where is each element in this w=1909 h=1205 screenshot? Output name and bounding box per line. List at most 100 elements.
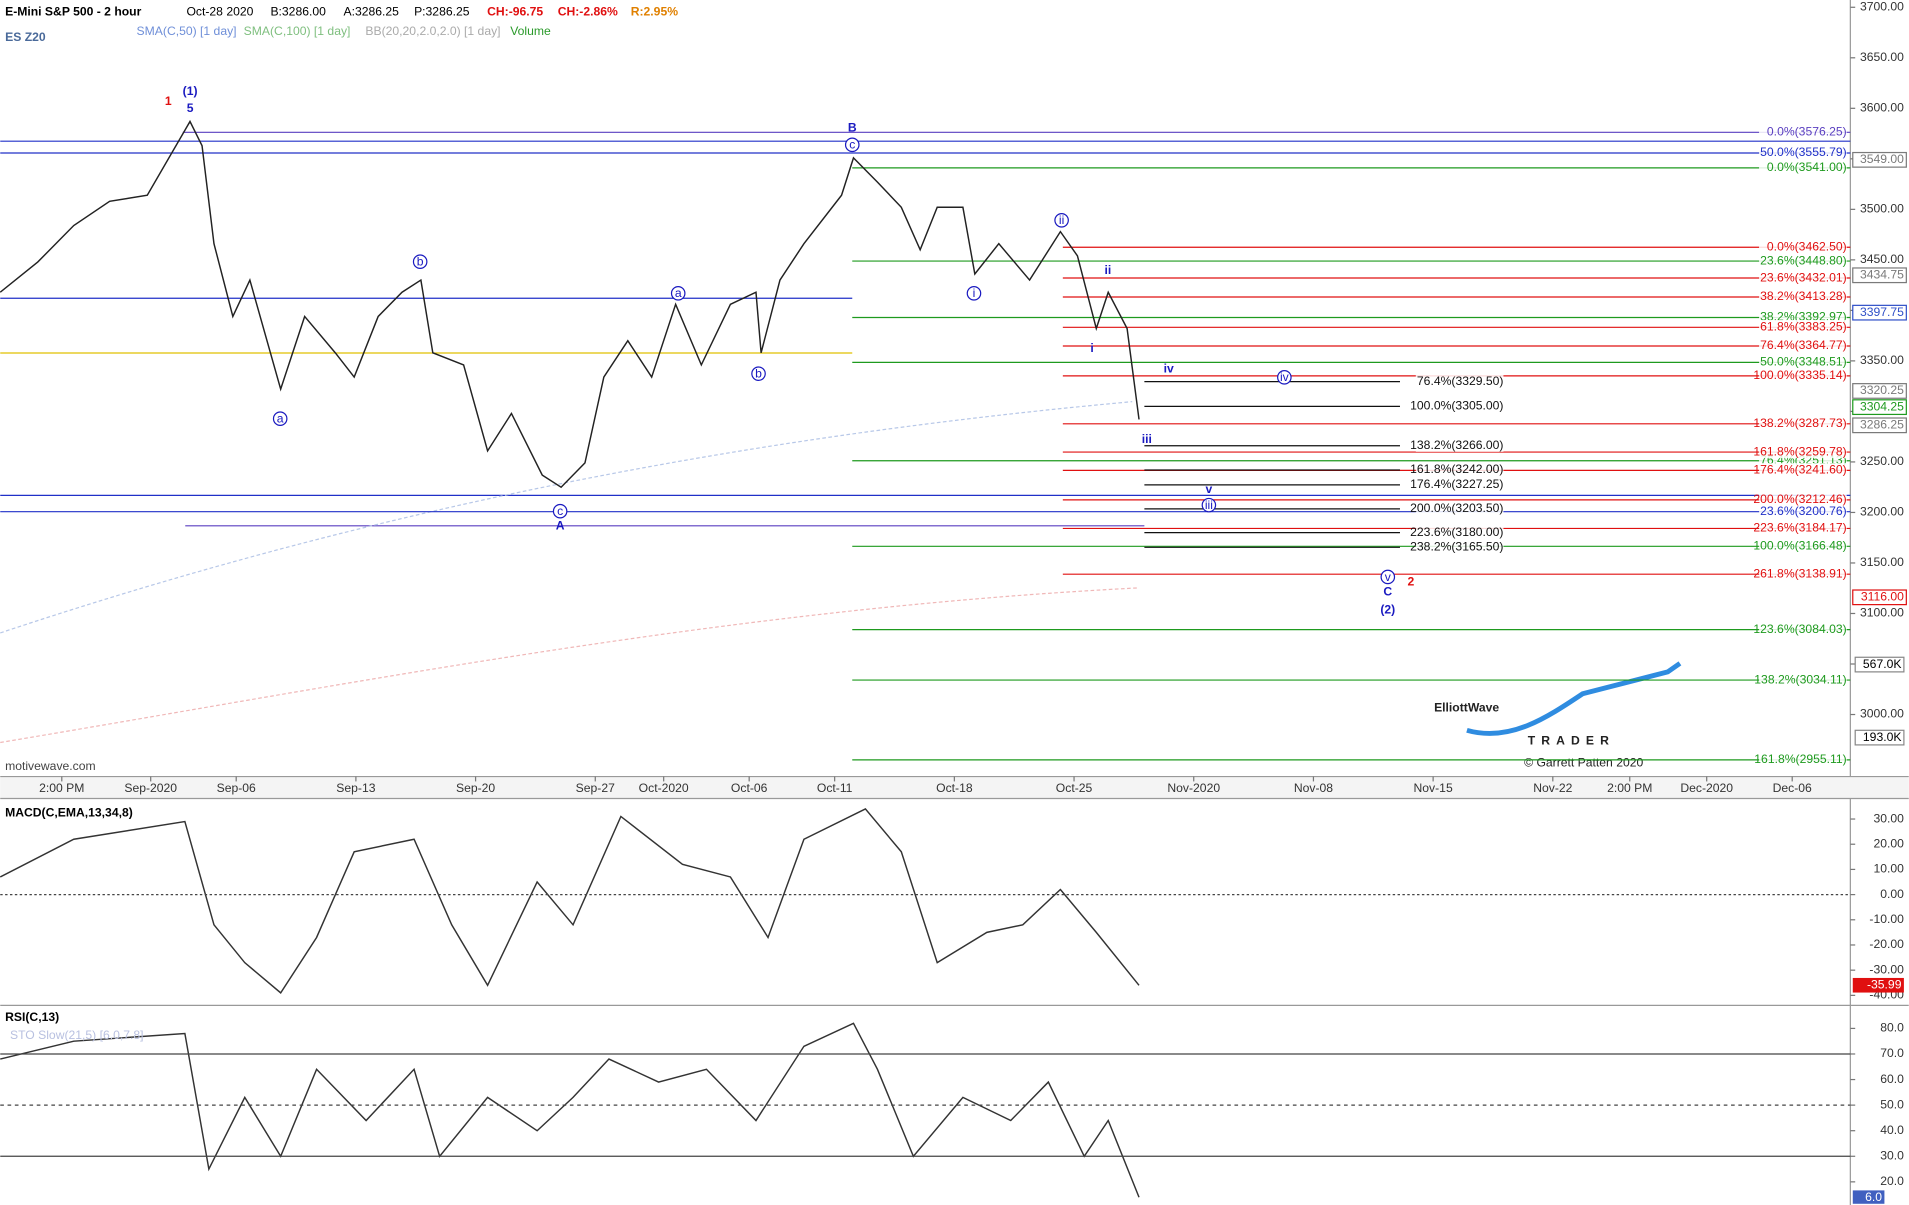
- value-tag-label: -35.99: [1867, 977, 1902, 991]
- y-tick-label: 30.00: [1873, 811, 1904, 825]
- wave-label: c: [557, 504, 563, 518]
- x-tick-label: Sep-20: [456, 781, 495, 795]
- fib-label: 0.0%(3576.25): [1767, 125, 1847, 139]
- volume-tag-label: 193.0K: [1863, 730, 1902, 744]
- header-change: CH:-96.75: [487, 4, 543, 18]
- wave-circle: [272, 411, 288, 427]
- wave-label: iii: [1205, 498, 1213, 512]
- logo-text: TRADER: [1528, 733, 1615, 747]
- fib-label: 176.4%(3227.25): [1410, 477, 1503, 491]
- wave-label: B: [848, 121, 857, 135]
- wave-label: i: [1090, 341, 1093, 355]
- wave-label: iv: [1164, 362, 1174, 376]
- y-tick-label: -20.00: [1869, 937, 1904, 951]
- x-tick-label: Sep-13: [336, 781, 375, 795]
- fib-label: 238.2%(3165.50): [1410, 540, 1503, 554]
- fib-label-bg: [1759, 492, 1847, 506]
- header-ask: A:3286.25: [343, 4, 399, 18]
- fib-label: 100.0%(3166.48): [1753, 539, 1846, 553]
- fib-label-bg: [1759, 521, 1847, 535]
- fib-label: 76.4%(3329.50): [1417, 374, 1504, 388]
- x-tick-label: Oct-2020: [639, 781, 689, 795]
- wave-label: i: [973, 286, 976, 300]
- series-line: [0, 1022, 1140, 1198]
- wave-label: ii: [1104, 263, 1111, 277]
- panel-subtitle: STO Slow(21,5) [6.0,7.8]: [10, 1028, 144, 1042]
- fib-label: 200.0%(3203.50): [1410, 501, 1503, 515]
- fib-label: 261.8%(3138.91): [1753, 566, 1846, 580]
- wave-label: iii: [1142, 432, 1152, 446]
- logo-text: ElliottWave: [1434, 701, 1499, 715]
- fib-label-bg: [1759, 125, 1847, 139]
- fib-label-bg: [1415, 540, 1504, 554]
- wave-label: v: [1206, 482, 1213, 496]
- fib-label-bg: [1415, 462, 1504, 477]
- logo: ElliottWave TRADER © Garrett Patten 2020: [1434, 661, 1682, 769]
- fib-label-bg: [1759, 320, 1847, 334]
- fib-label-bg: [1759, 239, 1847, 254]
- x-tick-label: Nov-08: [1294, 781, 1333, 795]
- fib-label: 0.0%(3462.50): [1767, 239, 1847, 253]
- volume-tag: [1854, 656, 1905, 673]
- fib-label: 100.0%(3305.00): [1410, 399, 1503, 413]
- wave-label: (2): [1380, 603, 1395, 617]
- price-tag: [1852, 417, 1907, 434]
- logo-swoosh: [1466, 661, 1682, 736]
- wave-circle: [552, 503, 568, 519]
- wave-label: a: [277, 412, 284, 426]
- fib-label: 223.6%(3184.17): [1753, 521, 1846, 535]
- y-tick-label: 3000.00: [1860, 707, 1904, 721]
- fib-label: 200.0%(3212.46): [1753, 492, 1846, 506]
- y-tick-label: 50.0: [1880, 1097, 1904, 1111]
- fib-label: 161.8%(2955.11): [1754, 752, 1846, 766]
- moving-average: [0, 587, 1139, 744]
- fib-label: 176.4%(3241.60): [1753, 463, 1846, 477]
- fib-label-bg: [1759, 253, 1847, 268]
- wave-label: iv: [1280, 370, 1290, 384]
- x-tick-label: Nov-2020: [1167, 781, 1220, 795]
- x-tick-label: Nov-15: [1414, 781, 1453, 795]
- moving-average: [0, 401, 1133, 634]
- x-tick-label: Dec-2020: [1680, 781, 1733, 795]
- fib-label: 0.0%(3541.00): [1767, 160, 1847, 174]
- panel-title: MACD(C,EMA,13,34,8): [5, 805, 133, 819]
- volume-tag-label: 567.0K: [1863, 657, 1902, 671]
- price-tag: [1852, 267, 1907, 284]
- fib-label-bg: [1759, 672, 1847, 687]
- fib-label-bg: [1759, 355, 1847, 369]
- fib-label: 223.6%(3180.00): [1410, 525, 1503, 539]
- fib-label: 23.6%(3432.01): [1760, 270, 1847, 284]
- legend-item: SMA(C,50) [1 day]: [137, 24, 237, 38]
- y-tick-label: 3100.00: [1860, 606, 1904, 620]
- x-tick-label: Oct-18: [936, 781, 973, 795]
- price-tag-label: 3549.00: [1860, 152, 1904, 166]
- y-tick-label: 3450.00: [1860, 252, 1904, 266]
- fib-label: 38.2%(3413.28): [1760, 289, 1847, 303]
- y-tick-label: 20.0: [1880, 1174, 1904, 1188]
- wave-label: 1: [165, 94, 172, 108]
- legend-item: SMA(C,100) [1 day]: [244, 24, 351, 38]
- y-tick-label: 80.0: [1880, 1021, 1904, 1035]
- wave-circle: [670, 286, 686, 301]
- y-tick-label: -30.00: [1869, 962, 1904, 976]
- price-tag: [1852, 589, 1907, 606]
- fib-label: 138.2%(3034.11): [1754, 672, 1846, 686]
- value-tag: [1852, 977, 1904, 993]
- fib-label-bg: [1759, 338, 1847, 353]
- fib-label: 23.6%(3448.80): [1760, 253, 1847, 267]
- y-tick-label: 40.0: [1880, 1123, 1904, 1137]
- fib-label-bg: [1759, 160, 1847, 175]
- y-tick-label: 3200.00: [1860, 505, 1904, 519]
- wave-circle: [751, 366, 766, 381]
- price-tag-label: 3434.75: [1860, 267, 1904, 281]
- fib-label-bg: [1759, 270, 1847, 285]
- y-tick-label: 20.00: [1873, 836, 1904, 850]
- price-tag-label: 3286.25: [1860, 418, 1904, 432]
- wave-circle: [1380, 569, 1396, 585]
- x-tick-label: 2:00 PM: [1607, 781, 1652, 795]
- y-tick-label: 3600.00: [1860, 101, 1904, 115]
- fib-label-bg: [1759, 752, 1847, 766]
